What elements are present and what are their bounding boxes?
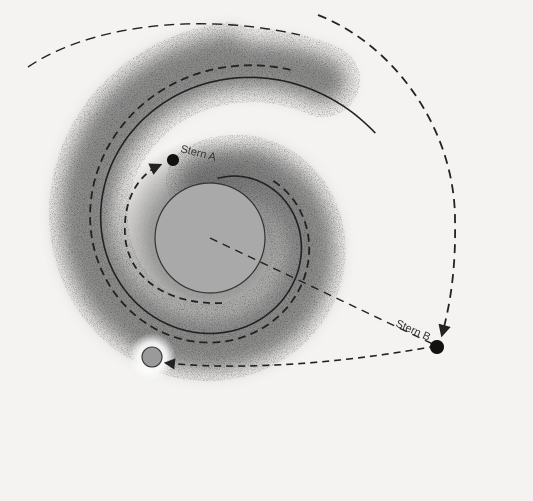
star-b-trajectory-arrow: [317, 14, 457, 338]
planet: [141, 346, 163, 368]
planet-trajectory-arrow: [163, 345, 437, 370]
spiral-arm-line: [99, 76, 376, 335]
star-b: [430, 340, 444, 354]
dashed-density-wave-line: [89, 64, 311, 344]
star-a: [167, 154, 179, 166]
star-a-trajectory-arrow: [124, 163, 223, 304]
outer-arc-dashed: [27, 23, 301, 68]
